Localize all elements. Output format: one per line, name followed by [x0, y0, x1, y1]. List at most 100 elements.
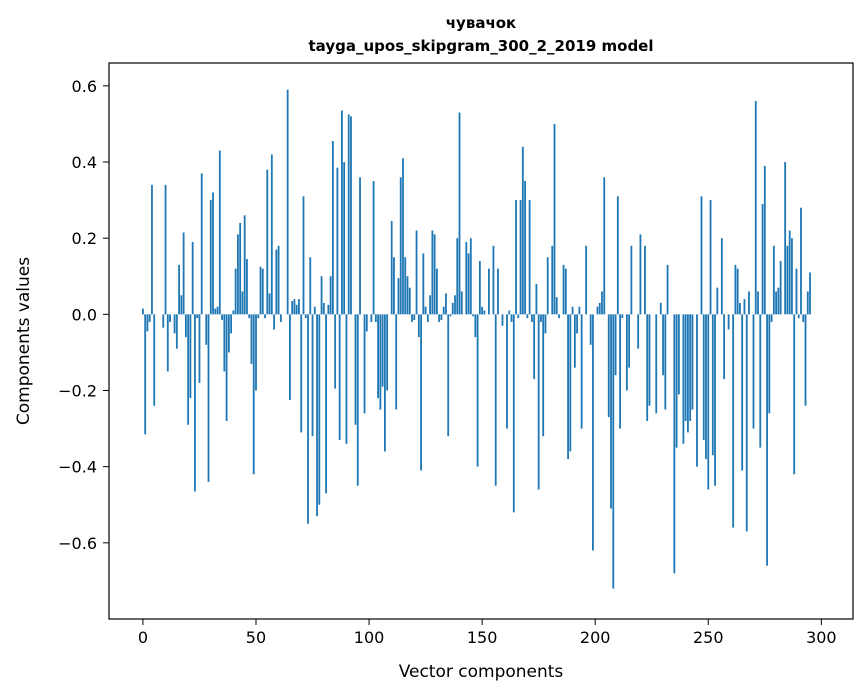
bar: [377, 314, 380, 399]
bar: [677, 314, 680, 395]
bar: [422, 253, 425, 315]
bar: [752, 314, 755, 429]
bar: [510, 314, 513, 322]
bar: [345, 314, 348, 444]
bar: [275, 249, 278, 315]
bar: [784, 162, 787, 315]
bar: [768, 314, 771, 414]
bar: [786, 245, 789, 315]
bar: [639, 234, 642, 315]
bar: [205, 314, 208, 345]
x-tick-label: 100: [354, 628, 385, 647]
bar: [411, 314, 413, 322]
bar: [646, 314, 649, 421]
bar: [540, 314, 542, 322]
bar: [227, 314, 230, 353]
bar: [442, 306, 445, 315]
bar: [189, 314, 192, 399]
bar: [191, 241, 194, 315]
bar: [775, 291, 778, 315]
bar: [555, 297, 558, 315]
bar: [356, 314, 359, 486]
bar: [542, 314, 545, 437]
bar: [766, 314, 768, 566]
bar: [741, 314, 744, 471]
bar: [440, 314, 443, 321]
bar: [426, 314, 429, 322]
bar: [664, 314, 667, 410]
bar: [610, 314, 612, 509]
bar: [212, 192, 214, 315]
bar: [259, 266, 262, 315]
bar: [612, 314, 615, 589]
bar: [209, 200, 212, 315]
bar: [488, 268, 490, 315]
bar: [506, 314, 508, 429]
bar: [359, 177, 361, 315]
bar: [454, 295, 456, 315]
bar: [806, 291, 809, 315]
bar: [700, 196, 703, 315]
bar: [619, 314, 621, 429]
bar: [365, 314, 368, 332]
x-tick-label: 200: [580, 628, 611, 647]
y-tick-label: 0.0: [72, 305, 97, 324]
bar: [524, 181, 526, 315]
bar: [759, 314, 762, 448]
bar: [182, 232, 185, 315]
bar: [237, 234, 239, 315]
bar: [720, 238, 723, 315]
bar: [648, 314, 651, 406]
bar: [662, 314, 664, 376]
bar: [370, 314, 373, 322]
bar: [601, 291, 603, 315]
bar: [754, 101, 757, 315]
bar: [329, 276, 332, 315]
bar: [313, 306, 316, 315]
y-ticks-group: −0.6 −0.4 −0.2 0.0 0.2 0.4 0.6: [58, 77, 109, 553]
bar: [705, 314, 707, 460]
bar: [745, 314, 748, 532]
bar: [379, 314, 382, 410]
bar: [438, 314, 441, 322]
y-axis-label: Components values: [14, 257, 34, 425]
bar: [607, 314, 610, 418]
bar: [347, 114, 350, 315]
bar: [331, 141, 334, 315]
bar: [180, 295, 183, 315]
bar: [788, 230, 791, 315]
bar: [449, 314, 452, 317]
bar: [655, 314, 658, 414]
bar: [436, 268, 438, 315]
bar: [578, 306, 581, 315]
bar: [309, 257, 312, 315]
bar: [169, 314, 171, 322]
bar: [320, 276, 323, 315]
bar: [585, 245, 588, 315]
bar: [497, 268, 499, 315]
bar: [166, 314, 169, 372]
bar: [255, 314, 257, 391]
bar: [273, 314, 275, 330]
bar: [628, 314, 631, 368]
bar: [526, 314, 529, 319]
bar: [603, 177, 606, 315]
bar: [515, 200, 517, 315]
bar: [596, 306, 599, 315]
bar: [343, 162, 346, 315]
bar: [802, 314, 805, 322]
bar: [734, 264, 737, 315]
bar: [508, 310, 511, 315]
bar: [200, 173, 203, 315]
bar: [300, 314, 303, 433]
bar: [239, 222, 242, 315]
bar: [241, 291, 244, 315]
bar: [711, 314, 714, 456]
bar: [404, 257, 407, 315]
bar: [598, 302, 601, 315]
bar: [279, 314, 282, 322]
bar: [164, 184, 167, 315]
bar: [424, 306, 427, 315]
bar: [793, 314, 796, 475]
